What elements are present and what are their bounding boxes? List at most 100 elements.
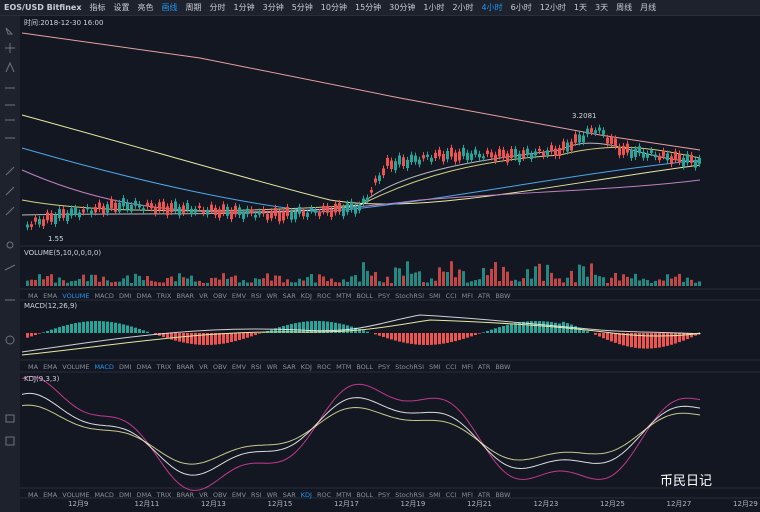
symbol[interactable]: EOS/USD Bitfinex [4,3,82,12]
indicator-tab[interactable]: SMI [428,292,441,300]
indicator-tab[interactable]: RSI [251,491,262,499]
indicator-tab[interactable]: KDJ [300,363,312,371]
indicator-tab[interactable]: MFI [461,292,473,300]
indicator-tab[interactable]: BRAR [176,363,195,371]
indicator-tab[interactable]: BRAR [176,491,195,499]
indicator-tab[interactable]: MACD [94,491,114,499]
indicator-tab[interactable]: VR [199,292,209,300]
indicator-tab[interactable]: MFI [461,363,473,371]
interval-button[interactable]: 月线 [640,3,657,12]
toolbar-button[interactable]: 指标 [89,3,106,12]
indicator-tab[interactable]: SAR [282,292,296,300]
indicator-tab[interactable]: CCI [445,363,457,371]
bar [70,323,73,333]
indicator-tab[interactable]: VR [199,491,209,499]
indicator-tab[interactable]: DMA [136,363,152,371]
indicator-tab[interactable]: MACD [94,363,114,371]
indicator-tab[interactable]: WR [266,491,278,499]
indicator-tab[interactable]: EMV [231,491,247,499]
indicator-tab[interactable]: MFI [461,491,473,499]
indicator-tab[interactable]: DMI [118,363,132,371]
interval-button[interactable]: 3分钟 [262,3,284,12]
indicator-tab[interactable]: PSY [378,491,391,499]
indicator-tab[interactable]: StochRSI [395,363,424,371]
indicator-tab[interactable]: StochRSI [395,292,424,300]
interval-button[interactable]: 1天 [573,3,588,12]
indicator-tab[interactable]: SMI [428,363,441,371]
indicator-tab[interactable]: RSI [251,363,262,371]
indicator-tab[interactable]: OBV [213,292,227,300]
interval-button[interactable]: 6小时 [510,3,532,12]
period-label: 周期 [185,3,202,12]
toolbar-button[interactable]: 亮色 [137,3,154,12]
indicator-tab[interactable]: MTM [336,491,352,499]
indicator-tab[interactable]: RSI [251,292,262,300]
indicator-tab[interactable]: PSY [378,363,391,371]
indicator-tab[interactable]: TRIX [156,363,172,371]
indicator-tab[interactable]: ATR [477,491,491,499]
indicator-tab[interactable]: MA [28,491,39,499]
interval-button[interactable]: 分时 [209,3,226,12]
indicator-tab[interactable]: TRIX [156,491,172,499]
bar [322,276,325,286]
indicator-tab[interactable]: EMA [43,491,58,499]
indicator-tab[interactable]: MACD [94,292,114,300]
toolbar-button[interactable]: 设置 [113,3,130,12]
interval-button[interactable]: 3天 [595,3,609,12]
indicator-tab[interactable]: EMA [43,363,58,371]
interval-button[interactable]: 周线 [616,3,633,12]
interval-button[interactable]: 1小时 [423,3,445,12]
indicator-tab[interactable]: DMI [118,292,132,300]
indicator-tab[interactable]: DMA [136,292,152,300]
indicator-tab[interactable]: BOLL [356,363,374,371]
interval-button[interactable]: 15分钟 [354,3,382,12]
indicator-tab[interactable]: StochRSI [395,491,424,499]
indicator-tab[interactable]: BBW [495,292,511,300]
indicator-tab[interactable]: OBV [213,363,227,371]
indicator-tab[interactable]: MTM [336,363,352,371]
indicator-tab[interactable]: KDJ [300,292,312,300]
indicator-tab[interactable]: WR [266,363,278,371]
indicator-tab[interactable]: BRAR [176,292,195,300]
indicator-tab[interactable]: SMI [428,491,441,499]
indicator-tab[interactable]: MA [28,292,39,300]
indicator-tab[interactable]: WR [266,292,278,300]
indicator-tab[interactable]: ATR [477,292,491,300]
indicator-tab[interactable]: SAR [282,363,296,371]
indicator-tab[interactable]: VOLUME [62,363,90,371]
indicator-tab[interactable]: OBV [213,491,227,499]
interval-button[interactable]: 12小时 [539,3,566,12]
interval-button[interactable]: 1分钟 [233,3,255,12]
indicator-tab[interactable]: CCI [445,292,457,300]
interval-button[interactable]: 4小时 [481,3,503,12]
indicator-tab[interactable]: ROC [316,491,332,499]
interval-button[interactable]: 2小时 [452,3,474,12]
indicator-tab[interactable]: DMI [118,491,132,499]
interval-button[interactable]: 30分钟 [389,3,416,12]
indicator-tab[interactable]: VR [199,363,209,371]
indicator-tab[interactable]: TRIX [156,292,172,300]
indicator-tab[interactable]: CCI [445,491,457,499]
indicator-tab[interactable]: BOLL [356,491,374,499]
indicator-tab[interactable]: KDJ [300,491,312,499]
indicator-tab[interactable]: SAR [282,491,296,499]
indicator-tab[interactable]: EMV [231,292,247,300]
indicator-tab[interactable]: BBW [495,363,511,371]
indicator-tab[interactable]: VOLUME [62,491,90,499]
indicator-tab[interactable]: ROC [316,292,332,300]
interval-button[interactable]: 5分钟 [291,3,313,12]
interval-button[interactable]: 10分钟 [320,3,347,12]
indicator-tab[interactable]: BOLL [356,292,374,300]
indicator-tab[interactable]: VOLUME [62,292,90,300]
indicator-tab[interactable]: BBW [495,491,511,499]
toolbar-button[interactable]: 画线 [161,3,178,12]
bar [98,202,101,210]
indicator-tab[interactable]: PSY [378,292,391,300]
indicator-tab[interactable]: MA [28,363,39,371]
indicator-tab[interactable]: DMA [136,491,152,499]
indicator-tab[interactable]: ATR [477,363,491,371]
indicator-tab[interactable]: MTM [336,292,352,300]
indicator-tab[interactable]: EMV [231,363,247,371]
indicator-tab[interactable]: EMA [43,292,58,300]
indicator-tab[interactable]: ROC [316,363,332,371]
